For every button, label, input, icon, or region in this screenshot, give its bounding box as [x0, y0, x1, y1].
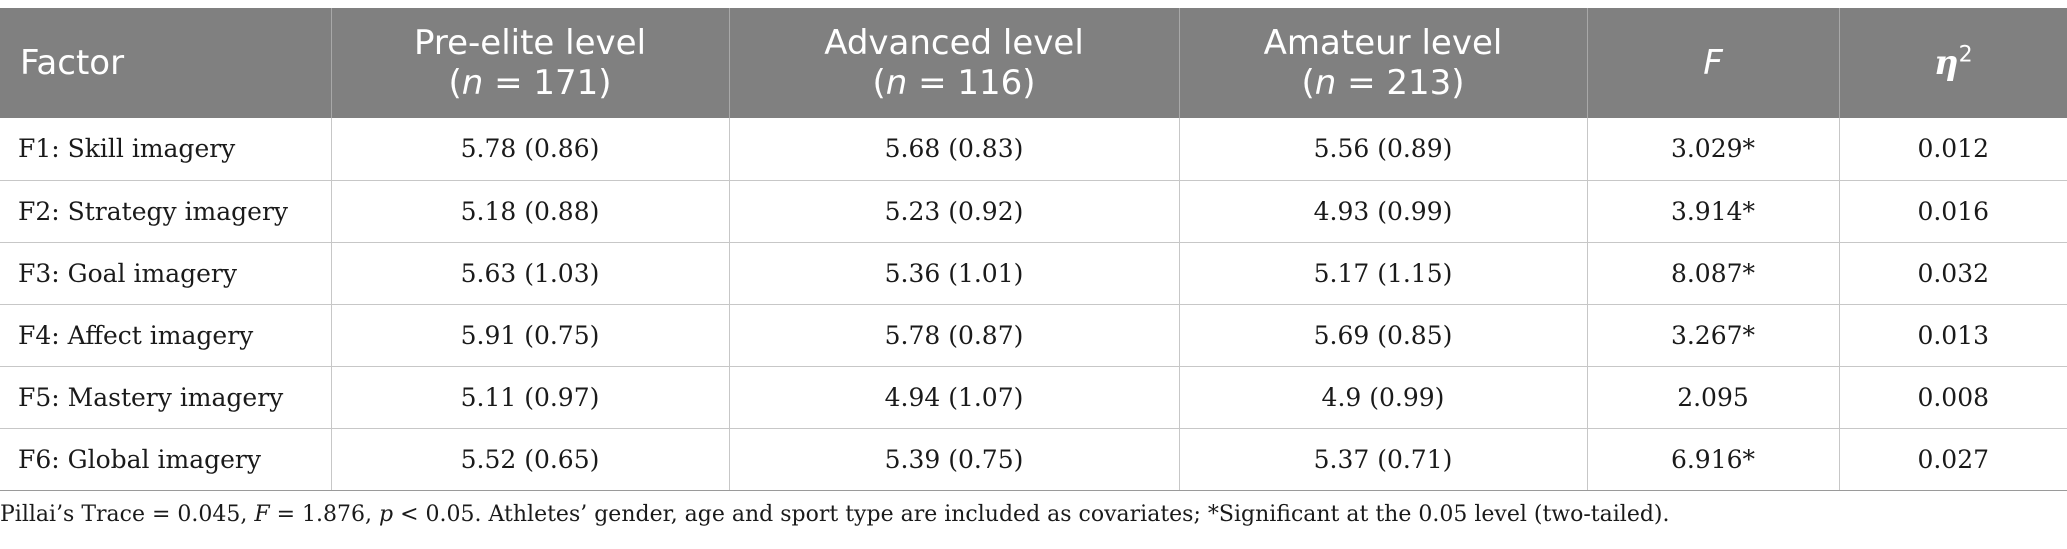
- cell-amateur: 5.17 (1.15): [1179, 242, 1588, 305]
- cell-f: 3.267*: [1587, 304, 1840, 367]
- cell-pre-elite: 5.91 (0.75): [331, 304, 730, 367]
- header-pre-elite-n: (n = 171): [448, 63, 612, 103]
- footnote-part2: = 1.876,: [269, 502, 380, 527]
- table-row: F3: Goal imagery 5.63 (1.03) 5.36 (1.01)…: [0, 242, 2067, 305]
- header-f-label: F: [1703, 43, 1723, 83]
- cell-advanced: 5.68 (0.83): [729, 118, 1180, 181]
- cell-factor: F5: Mastery imagery: [0, 366, 332, 429]
- cell-f: 6.916*: [1587, 428, 1840, 491]
- header-amateur-n-value: = 213: [1336, 63, 1452, 103]
- cell-factor: F3: Goal imagery: [0, 242, 332, 305]
- cell-factor: F1: Skill imagery: [0, 118, 332, 181]
- header-row: Factor Pre-elite level (n = 171) Advance…: [0, 8, 2067, 118]
- header-advanced-n-value: = 116: [907, 63, 1023, 103]
- table-footnote: Pillai’s Trace = 0.045, F = 1.876, p < 0…: [0, 502, 2060, 527]
- header-amateur: Amateur level (n = 213): [1179, 8, 1588, 118]
- table-row: F5: Mastery imagery 5.11 (0.97) 4.94 (1.…: [0, 366, 2067, 429]
- cell-pre-elite: 5.52 (0.65): [331, 428, 730, 491]
- cell-advanced: 5.23 (0.92): [729, 180, 1180, 243]
- header-pre-elite-n-var: n: [461, 63, 484, 103]
- results-table: Factor Pre-elite level (n = 171) Advance…: [0, 8, 2067, 491]
- cell-amateur: 5.37 (0.71): [1179, 428, 1588, 491]
- table-row: F6: Global imagery 5.52 (0.65) 5.39 (0.7…: [0, 428, 2067, 491]
- table-body: F1: Skill imagery 5.78 (0.86) 5.68 (0.83…: [0, 118, 2067, 491]
- header-amateur-label: Amateur level: [1263, 23, 1503, 63]
- cell-eta: 0.008: [1839, 366, 2067, 429]
- cell-eta: 0.016: [1839, 180, 2067, 243]
- header-pre-elite: Pre-elite level (n = 171): [331, 8, 730, 118]
- footnote-part1: Pillai’s Trace = 0.045,: [0, 502, 255, 527]
- cell-f: 2.095: [1587, 366, 1840, 429]
- table-row: F1: Skill imagery 5.78 (0.86) 5.68 (0.83…: [0, 118, 2067, 181]
- cell-advanced: 5.78 (0.87): [729, 304, 1180, 367]
- header-factor-label: Factor: [20, 43, 125, 83]
- cell-amateur: 5.69 (0.85): [1179, 304, 1588, 367]
- cell-factor: F4: Affect imagery: [0, 304, 332, 367]
- table-row: F2: Strategy imagery 5.18 (0.88) 5.23 (0…: [0, 180, 2067, 243]
- cell-advanced: 5.39 (0.75): [729, 428, 1180, 491]
- cell-pre-elite: 5.63 (1.03): [331, 242, 730, 305]
- cell-amateur: 4.93 (0.99): [1179, 180, 1588, 243]
- cell-advanced: 5.36 (1.01): [729, 242, 1180, 305]
- cell-pre-elite: 5.18 (0.88): [331, 180, 730, 243]
- header-pre-elite-label: Pre-elite level: [413, 23, 647, 63]
- cell-amateur: 4.9 (0.99): [1179, 366, 1588, 429]
- cell-f: 8.087*: [1587, 242, 1840, 305]
- results-table-container: Factor Pre-elite level (n = 171) Advance…: [0, 8, 2067, 491]
- header-advanced-label: Advanced level: [824, 23, 1084, 63]
- footnote-part3: < 0.05. Athletes’ gender, age and sport …: [393, 502, 1670, 527]
- header-factor: Factor: [0, 8, 332, 118]
- cell-pre-elite: 5.11 (0.97): [331, 366, 730, 429]
- cell-eta: 0.032: [1839, 242, 2067, 305]
- cell-pre-elite: 5.78 (0.86): [331, 118, 730, 181]
- table-row: F4: Affect imagery 5.91 (0.75) 5.78 (0.8…: [0, 304, 2067, 367]
- cell-eta: 0.027: [1839, 428, 2067, 491]
- cell-factor: F2: Strategy imagery: [0, 180, 332, 243]
- header-eta-sup: 2: [1958, 42, 1973, 68]
- header-f: F: [1587, 8, 1840, 118]
- table-header: Factor Pre-elite level (n = 171) Advance…: [0, 8, 2067, 118]
- cell-eta: 0.012: [1839, 118, 2067, 181]
- footnote-f-var: F: [254, 502, 270, 527]
- cell-amateur: 5.56 (0.89): [1179, 118, 1588, 181]
- cell-eta: 0.013: [1839, 304, 2067, 367]
- header-amateur-n-var: n: [1314, 63, 1337, 103]
- header-advanced: Advanced level (n = 116): [729, 8, 1180, 118]
- cell-f: 3.914*: [1587, 180, 1840, 243]
- header-advanced-n: (n = 116): [872, 63, 1036, 103]
- cell-f: 3.029*: [1587, 118, 1840, 181]
- header-advanced-n-var: n: [885, 63, 908, 103]
- header-eta-symbol: η: [1933, 43, 1959, 83]
- cell-factor: F6: Global imagery: [0, 428, 332, 491]
- header-pre-elite-n-value: = 171: [483, 63, 599, 103]
- header-eta-squared: η2: [1839, 8, 2067, 118]
- cell-advanced: 4.94 (1.07): [729, 366, 1180, 429]
- header-amateur-n: (n = 213): [1301, 63, 1465, 103]
- footnote-p-var: p: [379, 502, 394, 527]
